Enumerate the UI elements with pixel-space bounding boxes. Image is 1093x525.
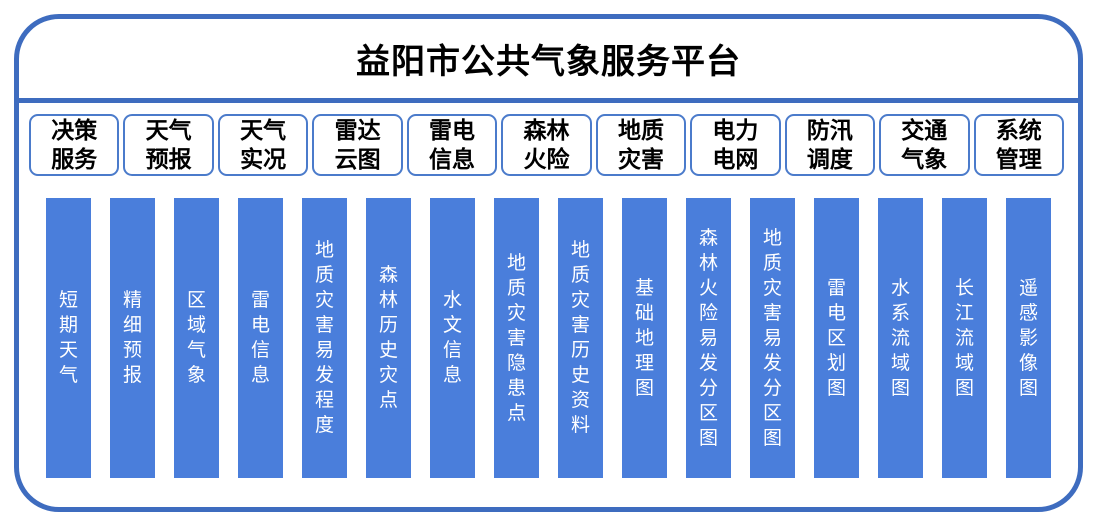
tab-label: 森林火险 xyxy=(523,117,570,172)
platform-frame: 益阳市公共气象服务平台 决策服务 天气预报 天气实况 雷达云图 雷电信息 森林火… xyxy=(14,14,1083,512)
bar-label: 水文信息 xyxy=(442,290,462,386)
tab-label: 电力电网 xyxy=(712,117,759,172)
tab-label: 天气预报 xyxy=(145,117,192,172)
tab-label: 交通气象 xyxy=(901,117,948,172)
bar-label: 地质灾害易发分区图 xyxy=(762,227,782,449)
bar-hydrology-info[interactable]: 水文信息 xyxy=(430,198,475,478)
tab-traffic-weather[interactable]: 交通气象 xyxy=(879,114,970,176)
bar-short-term-weather[interactable]: 短期天气 xyxy=(46,198,91,478)
bar-label: 基础地理图 xyxy=(634,277,654,399)
bar-label: 地质灾害历史资料 xyxy=(570,240,590,436)
bar-lightning-zoning-map[interactable]: 雷电区划图 xyxy=(814,198,859,478)
bar-label: 森林火险易发分区图 xyxy=(698,227,718,449)
tab-system-management[interactable]: 系统管理 xyxy=(973,114,1064,176)
content-bar-row: 短期天气 精细预报 区域气象 雷电信息 地质灾害易发程度 森林历史灾点 水文信息… xyxy=(19,198,1078,478)
bar-label: 区域气象 xyxy=(186,290,206,386)
tab-weather-forecast[interactable]: 天气预报 xyxy=(123,114,214,176)
tab-label: 雷达云图 xyxy=(334,117,381,172)
tab-radar-cloud-image[interactable]: 雷达云图 xyxy=(312,114,403,176)
tab-label: 雷电信息 xyxy=(429,117,476,172)
bar-label: 长江流域图 xyxy=(954,277,974,399)
tab-geological-hazard[interactable]: 地质灾害 xyxy=(595,114,687,176)
page-title: 益阳市公共气象服务平台 xyxy=(356,43,741,81)
tab-label: 决策服务 xyxy=(51,117,98,172)
tab-flood-control-dispatch[interactable]: 防汛调度 xyxy=(784,114,876,176)
bar-label: 森林历史灾点 xyxy=(378,265,398,411)
tab-forest-fire-risk[interactable]: 森林火险 xyxy=(501,114,592,176)
bar-geo-hazard-zoning-map[interactable]: 地质灾害易发分区图 xyxy=(750,198,795,478)
bar-forest-fire-risk-zoning-map[interactable]: 森林火险易发分区图 xyxy=(686,198,731,478)
tab-label: 系统管理 xyxy=(995,117,1042,172)
bar-label: 水系流域图 xyxy=(890,277,910,399)
bar-label: 地质灾害易发程度 xyxy=(314,240,334,436)
bar-geo-hazard-historical-data[interactable]: 地质灾害历史资料 xyxy=(558,198,603,478)
menu-tab-row: 决策服务 天气预报 天气实况 雷达云图 雷电信息 森林火险 地质灾害 电力电网 xyxy=(29,114,1064,176)
bar-forest-historical-disaster-points[interactable]: 森林历史灾点 xyxy=(366,198,411,478)
bar-label: 短期天气 xyxy=(58,290,78,386)
bar-label: 地质灾害隐患点 xyxy=(506,252,526,424)
bar-label: 雷电区划图 xyxy=(826,277,846,399)
bar-regional-weather[interactable]: 区域气象 xyxy=(174,198,219,478)
tab-label: 地质灾害 xyxy=(617,117,664,172)
title-area: 益阳市公共气象服务平台 xyxy=(19,19,1078,98)
tab-decision-service[interactable]: 决策服务 xyxy=(29,114,120,176)
bar-basic-geographic-map[interactable]: 基础地理图 xyxy=(622,198,667,478)
bar-geo-hazard-hidden-danger-points[interactable]: 地质灾害隐患点 xyxy=(494,198,539,478)
tab-label: 天气实况 xyxy=(240,117,287,172)
bar-label: 遥感影像图 xyxy=(1018,277,1038,399)
tab-weather-live[interactable]: 天气实况 xyxy=(217,114,309,176)
tab-label: 防汛调度 xyxy=(806,117,853,172)
bar-geo-hazard-susceptibility[interactable]: 地质灾害易发程度 xyxy=(302,198,347,478)
title-divider xyxy=(19,98,1078,103)
bar-water-system-basin-map[interactable]: 水系流域图 xyxy=(878,198,923,478)
bar-remote-sensing-image-map[interactable]: 遥感影像图 xyxy=(1006,198,1051,478)
tab-lightning-info[interactable]: 雷电信息 xyxy=(406,114,498,176)
bar-fine-forecast[interactable]: 精细预报 xyxy=(110,198,155,478)
bar-lightning-info[interactable]: 雷电信息 xyxy=(238,198,283,478)
tab-power-grid[interactable]: 电力电网 xyxy=(690,114,781,176)
bar-label: 雷电信息 xyxy=(250,290,270,386)
bar-label: 精细预报 xyxy=(122,290,142,386)
bar-yangtze-river-basin-map[interactable]: 长江流域图 xyxy=(942,198,987,478)
